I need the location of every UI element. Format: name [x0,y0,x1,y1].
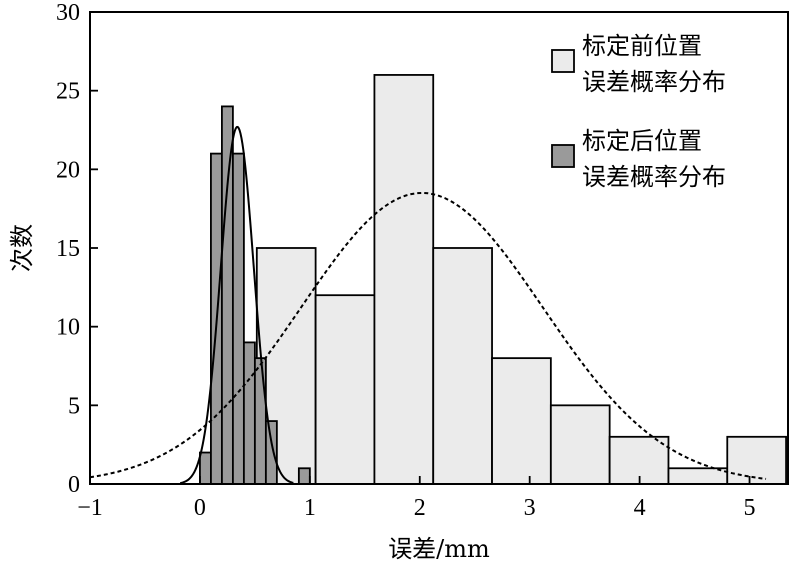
x-tick-label: 1 [304,495,316,521]
bar-before-8 [726,435,787,485]
y-tick-label: 15 [56,236,80,262]
x-tick-label: 4 [634,495,646,521]
x-tick-label: 5 [744,495,756,521]
bar-before-4 [491,357,552,485]
bar-after-3 [231,152,245,485]
bar-before-2 [373,74,435,485]
legend-swatch-before [551,49,575,73]
series-before-bars [255,74,787,485]
y-tick-label: 20 [56,157,80,183]
y-tick-label: 25 [56,79,80,105]
bar-after-7 [297,467,311,485]
y-tick-label: 0 [68,472,80,498]
x-tick-label: 2 [414,495,426,521]
legend-label-before: 误差概率分布 [582,68,726,96]
bar-after-5 [253,357,267,485]
fit-curve-before [89,191,767,480]
x-axis-ticks: −1 0 1 2 3 4 5 [77,476,756,521]
legend-label-after: 标定后位置 [582,127,702,155]
x-tick-label: −1 [77,495,103,521]
bar-before-7 [667,467,729,485]
fit-curve-after [179,125,294,485]
legend-label-after: 误差概率分布 [582,163,726,191]
bar-after-6 [264,420,278,485]
bar-before-5 [549,404,611,485]
y-tick-label: 30 [56,0,80,26]
legend-label-before: 标定前位置 [582,32,702,60]
bar-before-1 [314,294,376,485]
y-axis-ticks: 0 5 10 15 20 25 30 [56,0,98,498]
bar-before-3 [432,247,493,485]
x-tick-label: 0 [194,495,206,521]
bar-after-0 [199,451,212,485]
bar-after-4 [242,341,256,485]
x-tick-label: 3 [524,495,536,521]
bar-after-2 [221,105,234,485]
x-axis-title: 误差/mm [388,535,490,563]
legend-swatch-after [551,144,575,168]
y-tick-label: 5 [68,393,80,419]
y-axis-title: 次数 [8,224,36,272]
y-tick-label: 10 [56,315,80,341]
